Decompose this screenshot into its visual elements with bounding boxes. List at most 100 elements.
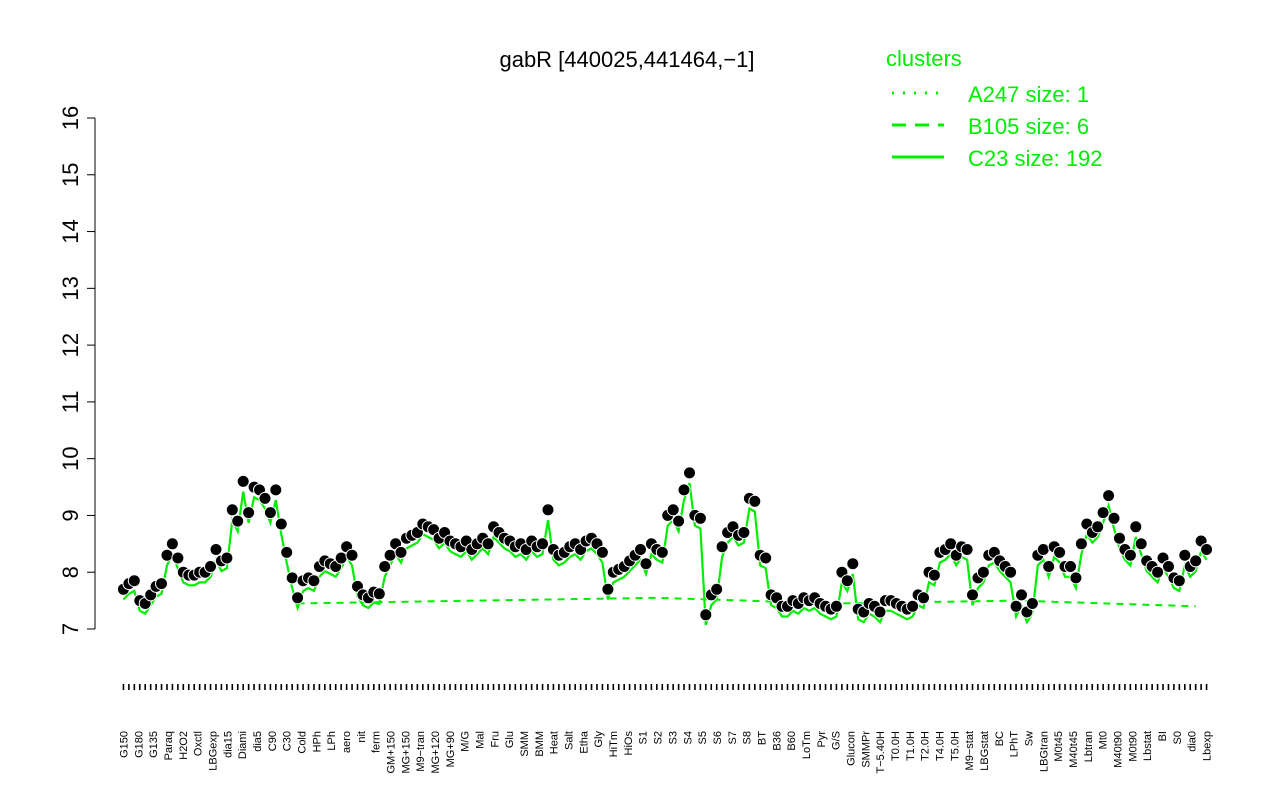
y-tick-label: 8 <box>58 566 83 578</box>
x-tick-label: G/S <box>831 731 843 750</box>
y-tick-label: 13 <box>58 276 83 300</box>
data-point <box>231 514 245 528</box>
x-tick-label: MG+90 <box>445 731 457 767</box>
data-point <box>917 591 930 605</box>
data-point <box>655 545 669 559</box>
legend-label: B105 size: 6 <box>968 114 1089 139</box>
x-tick-label: SMMPr <box>860 731 872 768</box>
data-point <box>1015 588 1028 602</box>
x-tick-label: T4.0H <box>934 731 946 761</box>
x-tick-label: M0t90 <box>1127 731 1139 762</box>
x-tick-label: S7 <box>727 731 739 744</box>
data-point <box>683 466 696 480</box>
x-tick-label: M9−tran <box>415 731 427 772</box>
x-tick-label: C30 <box>282 731 294 751</box>
x-tick-label: Fru <box>489 731 501 748</box>
data-point <box>155 577 168 591</box>
y-tick-label: 11 <box>58 390 83 413</box>
x-tick-label: Gly <box>593 731 605 748</box>
x-tick-label: M40t45 <box>1068 731 1080 768</box>
x-tick-label: BI <box>1157 731 1169 741</box>
x-tick-label: M0t45 <box>1053 731 1065 762</box>
data-point <box>269 483 283 497</box>
data-point <box>334 551 348 565</box>
plot-points <box>116 466 1214 622</box>
x-tick-label: Paraq <box>163 731 175 760</box>
x-tick-label: Cold <box>296 731 308 754</box>
y-tick-label: 10 <box>58 446 83 470</box>
x-tick-label: LBGtran <box>1038 731 1050 772</box>
x-tick-label: H2O2 <box>178 731 190 760</box>
x-tick-label: Salt <box>564 731 576 750</box>
y-tick-label: 15 <box>58 163 83 187</box>
x-tick-label: G135 <box>148 731 160 758</box>
data-point <box>976 565 990 579</box>
data-point <box>1107 511 1121 525</box>
x-tick-label: Diami <box>237 731 249 759</box>
data-point <box>1172 574 1186 588</box>
x-tick-label: B36 <box>771 731 783 751</box>
data-point <box>710 582 724 596</box>
data-point <box>541 503 555 517</box>
data-point <box>1036 543 1050 556</box>
x-tick-label: SMM <box>519 731 531 757</box>
x-tick-label: S4 <box>682 731 694 744</box>
data-point <box>1178 548 1192 562</box>
data-point <box>1096 506 1110 520</box>
x-tick-label: LPh <box>326 731 338 751</box>
data-point <box>737 526 751 539</box>
data-point <box>1134 537 1148 551</box>
data-point <box>1025 597 1039 610</box>
x-tick-label: M/G <box>460 731 472 752</box>
data-point <box>1129 520 1143 534</box>
x-tick-label: HiTm <box>608 731 620 757</box>
x-tick-label: Sw <box>1024 731 1036 746</box>
data-point <box>127 574 141 588</box>
data-point <box>906 599 920 613</box>
legend-label: A247 size: 1 <box>968 82 1089 107</box>
data-point <box>291 591 305 605</box>
data-point <box>639 557 653 571</box>
data-point <box>236 474 250 488</box>
x-tick-label: T5.0H <box>949 731 961 761</box>
data-point <box>263 506 277 520</box>
x-tick-label: S6 <box>712 731 724 744</box>
x-tick-label: aero <box>341 731 353 753</box>
x-tick-label: T0.0H <box>890 731 902 761</box>
legend-label: C23 size: 192 <box>968 146 1103 171</box>
x-tick-label: S8 <box>742 731 754 744</box>
x-tick-label: Oxctl <box>193 731 205 756</box>
data-point <box>829 599 843 613</box>
x-tick-label: Lbexp <box>1202 731 1214 761</box>
data-point <box>209 543 223 556</box>
x-tick-label: ferm <box>371 731 383 753</box>
y-tick-label: 14 <box>58 219 83 243</box>
legend: clusters A247 size: 1 B105 size: 6 C23 siz… <box>886 46 1103 171</box>
x-tick-label: dia0 <box>1187 731 1199 752</box>
data-point <box>204 560 217 573</box>
data-point <box>372 587 386 601</box>
x-tick-label: LBGstat <box>979 731 991 771</box>
y-tick-label: 9 <box>58 509 83 521</box>
x-tick-label: GM+150 <box>386 731 398 774</box>
y-tick-label: 16 <box>58 106 83 130</box>
data-point <box>285 571 299 585</box>
data-point <box>840 574 854 588</box>
y-axis: 7 8 9 10 11 12 13 14 15 16 <box>58 106 96 635</box>
x-tick-label: BC <box>994 731 1006 746</box>
x-tick-label: dia15 <box>222 731 234 758</box>
data-point <box>1102 489 1116 503</box>
legend-entries: A247 size: 1 B105 size: 6 C23 size: 192 <box>892 82 1103 171</box>
data-point <box>258 491 272 505</box>
data-point <box>960 543 974 556</box>
data-point <box>677 483 691 497</box>
x-tick-label: M40t90 <box>1113 731 1125 768</box>
data-point <box>242 506 256 520</box>
x-tick-label: Heat <box>549 731 561 754</box>
x-tick-label: Lbstat <box>1142 731 1154 761</box>
x-tick-label: T1.0H <box>905 731 917 761</box>
x-tick-label: MG+120 <box>430 731 442 774</box>
x-tick-label: T2.0H <box>920 731 932 761</box>
series-line-b105 <box>297 596 1196 608</box>
data-point <box>748 494 762 508</box>
